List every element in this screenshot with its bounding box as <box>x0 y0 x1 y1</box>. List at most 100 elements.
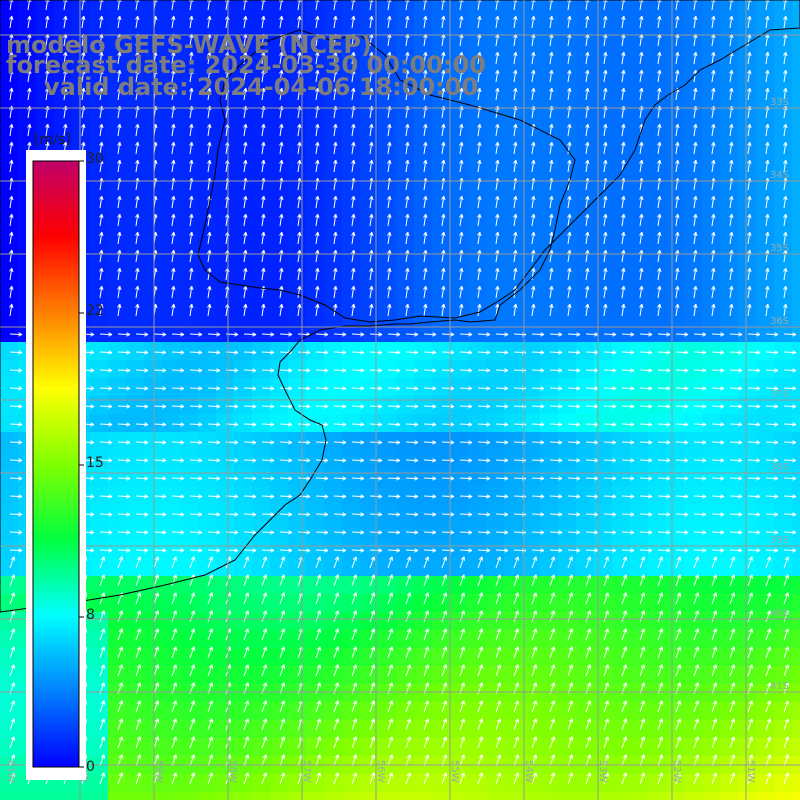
speed-cell <box>162 36 180 54</box>
speed-cell <box>252 378 270 396</box>
speed-cell <box>774 540 792 558</box>
speed-cell <box>198 594 216 612</box>
wind-arrow <box>351 458 365 463</box>
wind-arrow <box>459 736 465 749</box>
wind-arrow <box>333 440 347 445</box>
speed-cell <box>414 432 432 450</box>
speed-cell <box>432 126 450 144</box>
speed-cell <box>486 414 504 432</box>
speed-cell <box>108 612 126 630</box>
speed-cell <box>522 234 540 252</box>
wind-arrow <box>171 512 185 517</box>
wind-arrow <box>189 592 195 605</box>
wind-arrow <box>657 69 662 83</box>
speed-cell <box>270 36 288 54</box>
wind-arrow <box>567 440 581 445</box>
speed-cell <box>360 108 378 126</box>
speed-cell <box>540 540 558 558</box>
wind-arrow <box>657 772 663 785</box>
speed-cell <box>198 432 216 450</box>
speed-cell <box>216 270 234 288</box>
wind-arrow <box>279 440 293 445</box>
wind-arrow <box>297 123 302 137</box>
wind-arrow <box>783 386 797 391</box>
speed-cell <box>576 126 594 144</box>
speed-cell <box>108 198 126 216</box>
wind-arrow <box>693 422 707 427</box>
speed-cell <box>612 576 630 594</box>
wind-arrow <box>765 404 779 409</box>
speed-cell <box>558 288 576 306</box>
speed-cell <box>648 180 666 198</box>
speed-cell <box>540 612 558 630</box>
wind-arrow <box>261 592 267 605</box>
speed-cell <box>522 180 540 198</box>
speed-cell <box>450 180 468 198</box>
speed-cell <box>792 180 800 198</box>
wind-arrow <box>9 123 14 137</box>
wind-arrow <box>387 458 401 463</box>
speed-cell <box>342 36 360 54</box>
wind-arrow <box>639 69 644 83</box>
wind-arrow <box>9 530 23 535</box>
speed-cell <box>270 378 288 396</box>
speed-cell <box>396 126 414 144</box>
wind-arrow <box>459 530 473 535</box>
speed-cell <box>648 468 666 486</box>
wind-arrow <box>441 123 446 137</box>
wind-arrow <box>243 368 257 373</box>
speed-cell <box>234 504 252 522</box>
wind-arrow <box>99 476 113 481</box>
wind-arrow <box>603 476 617 481</box>
speed-cell <box>144 108 162 126</box>
speed-cell <box>612 738 630 756</box>
wind-arrow <box>693 141 698 155</box>
wind-arrow <box>387 610 393 623</box>
speed-cell <box>648 234 666 252</box>
speed-cell <box>630 558 648 576</box>
wind-arrow <box>81 51 86 65</box>
wind-arrow <box>27 123 32 137</box>
speed-cell <box>720 630 738 648</box>
speed-cell <box>612 684 630 702</box>
speed-cell <box>792 324 800 342</box>
speed-cell <box>144 450 162 468</box>
speed-cell <box>180 18 198 36</box>
wind-arrow <box>657 458 671 463</box>
speed-cell <box>666 540 684 558</box>
colorbar-tick-15: 15 <box>86 455 104 471</box>
wind-arrow <box>189 440 203 445</box>
wind-arrow <box>207 530 221 535</box>
wind-arrow <box>243 386 257 391</box>
wind-arrow <box>621 303 626 317</box>
speed-cell <box>216 198 234 216</box>
speed-cell <box>414 0 432 18</box>
wind-arrow <box>549 718 555 731</box>
speed-cell <box>18 126 36 144</box>
speed-cell <box>270 486 288 504</box>
speed-cell <box>450 774 468 792</box>
wind-arrow <box>171 231 176 245</box>
wind-arrow <box>189 87 194 101</box>
speed-cell <box>378 270 396 288</box>
speed-cell <box>648 396 666 414</box>
speed-cell <box>90 486 108 504</box>
speed-cell <box>612 144 630 162</box>
speed-cell <box>234 198 252 216</box>
speed-cell <box>666 414 684 432</box>
speed-cell <box>342 666 360 684</box>
wind-arrow <box>189 754 195 767</box>
speed-cell <box>162 774 180 792</box>
wind-arrow <box>333 87 338 101</box>
speed-cell <box>414 558 432 576</box>
wind-arrow <box>333 404 347 409</box>
speed-cell <box>504 702 522 720</box>
speed-cell <box>108 396 126 414</box>
speed-cell <box>774 162 792 180</box>
wind-arrow <box>603 249 608 263</box>
wind-arrow <box>423 332 437 337</box>
speed-cell <box>378 738 396 756</box>
speed-cell <box>450 468 468 486</box>
speed-cell <box>414 450 432 468</box>
